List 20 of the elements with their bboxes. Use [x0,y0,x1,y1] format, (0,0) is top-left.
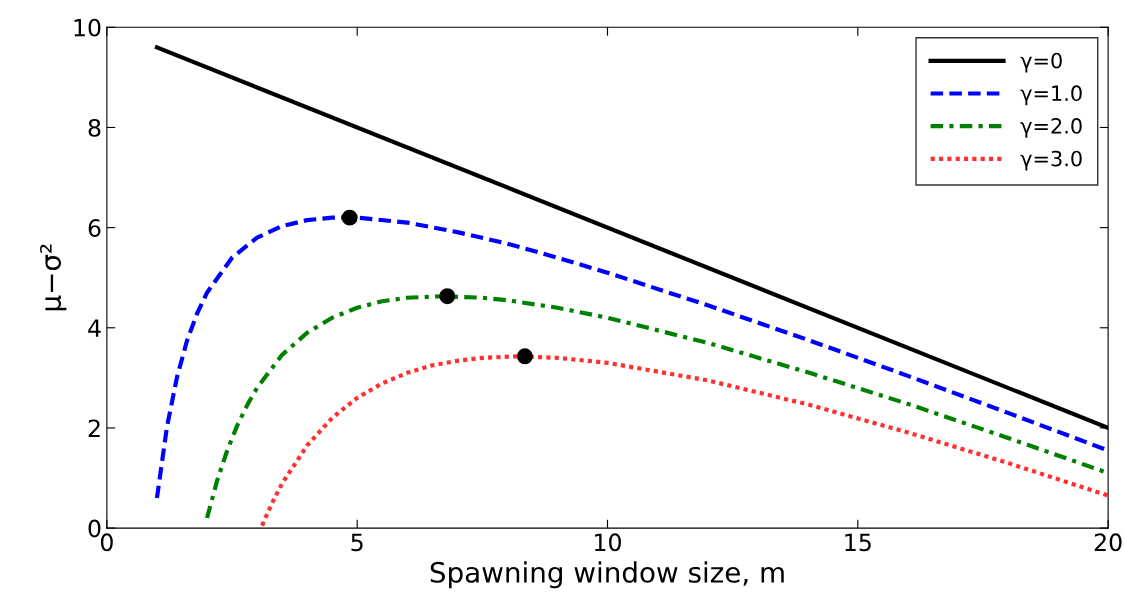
legend-label: γ=3.0 [1020,150,1082,171]
x-tick-label: 20 [1094,533,1122,552]
x-tick-label: 10 [595,533,621,552]
legend-label: γ=0 [1020,52,1062,73]
y-axis-title: μ−σ² [40,244,67,311]
point [341,209,358,226]
y-tick-label: 6 [88,219,101,237]
x-tick-label: 0 [100,533,113,552]
x-tick-label: 5 [351,533,363,552]
y-tick-label: 8 [88,118,101,137]
y-tick-label: 0 [88,519,101,538]
y-tick-label: 4 [88,319,101,337]
x-axis-title: Spawning window size, m [430,561,784,589]
x-tick-label: 15 [845,533,871,552]
y-tick-label: 10 [74,18,101,37]
point [439,288,456,305]
point [516,348,533,365]
legend-label: γ=2.0 [1020,118,1082,138]
y-tick-label: 2 [88,419,100,437]
legend-label: γ=1.0 [1020,85,1082,106]
